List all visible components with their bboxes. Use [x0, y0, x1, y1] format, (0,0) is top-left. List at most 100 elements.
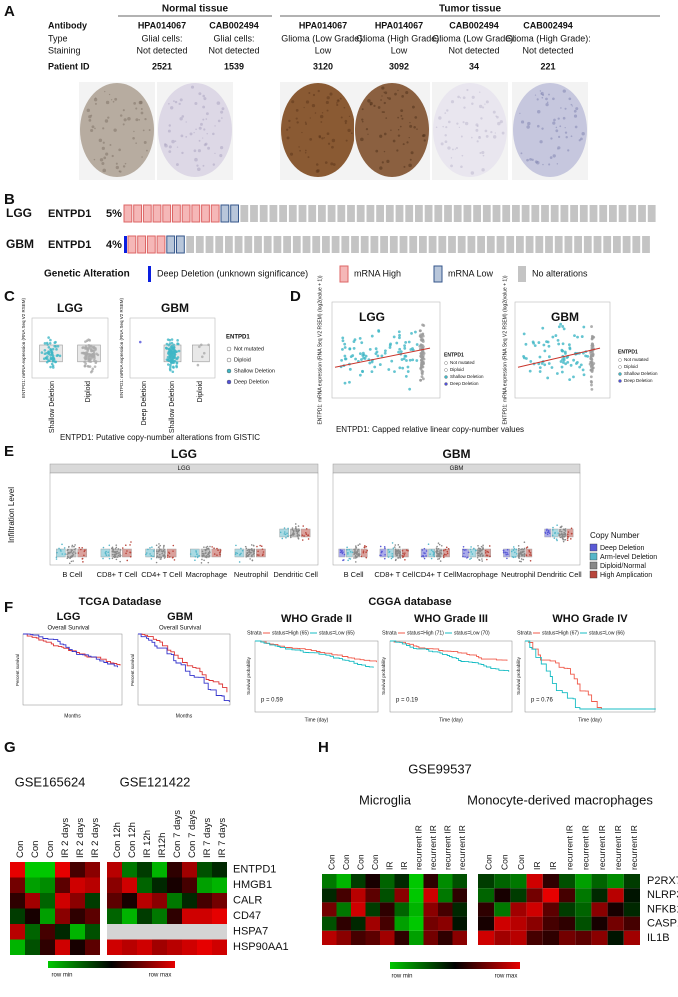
legend-marker: [618, 372, 622, 376]
tissue-speckle: [319, 114, 324, 119]
tissue-speckle: [360, 137, 364, 142]
dot: [160, 556, 163, 559]
tissue-speckle: [564, 107, 567, 110]
dot: [520, 560, 522, 563]
dot: [244, 545, 247, 548]
dot: [262, 551, 265, 553]
legend-item: Not mutated: [450, 360, 475, 365]
alteration-bar: [302, 236, 311, 253]
tissue-speckle: [168, 150, 172, 154]
tissue-speckle: [324, 161, 328, 164]
dot: [341, 552, 344, 555]
column-label: recurrent IR: [564, 825, 574, 870]
heatmap-cell: [478, 888, 495, 903]
column-label: IR: [548, 862, 558, 871]
tissue-speckle: [567, 149, 570, 152]
dot: [529, 360, 533, 363]
box: [279, 528, 289, 538]
heatmap-cell: [526, 930, 543, 945]
dot: [547, 362, 551, 365]
dot: [259, 544, 261, 547]
legend-marker: [226, 357, 232, 363]
dot: [301, 539, 304, 541]
column-label: Con 12h: [127, 822, 138, 858]
dot: [429, 553, 431, 555]
tissue-speckle: [573, 109, 577, 113]
dot: [47, 345, 51, 349]
dot: [553, 537, 556, 539]
dot: [551, 335, 555, 339]
tissue-speckle: [527, 121, 531, 126]
alteration-bar: [642, 236, 650, 253]
dot: [284, 533, 287, 536]
x-tick-label: CD8+ T Cell: [97, 570, 138, 579]
alteration-bar: [380, 236, 388, 253]
heatmap-cell: [167, 924, 182, 940]
dot: [411, 358, 415, 362]
x-tick-label: Macrophage: [456, 570, 498, 579]
column-label: Con 7 days: [172, 810, 183, 858]
tissue-speckle: [331, 145, 334, 149]
dot: [566, 537, 569, 539]
column-label: Con: [516, 854, 526, 870]
column-label: Con: [500, 854, 510, 870]
tissue-speckle: [340, 116, 343, 119]
dot: [251, 555, 253, 558]
heatmap-cell: [122, 924, 137, 940]
heatmap-cell: [10, 862, 25, 878]
plot-subtitle: Overall Survival: [159, 626, 201, 632]
dataset-title: GSE99537: [408, 761, 472, 776]
legend-item: Diploid/Normal: [600, 563, 646, 570]
dot: [166, 358, 170, 362]
dot: [479, 555, 481, 557]
dot: [167, 343, 171, 347]
legend-marker: [444, 375, 448, 379]
dot: [71, 555, 74, 557]
alteration-bar: [166, 235, 176, 254]
dot: [155, 561, 158, 564]
tissue-speckle: [370, 102, 372, 104]
alteration-bar: [603, 236, 612, 253]
tissue-speckle: [379, 134, 383, 138]
heatmap-cell: [542, 916, 559, 931]
legend-swatch: [589, 552, 598, 561]
row-label: CASP1: [647, 918, 678, 930]
dot: [199, 343, 203, 347]
dot: [173, 559, 176, 561]
heatmap-cell: [591, 916, 608, 931]
heatmap-cell: [452, 888, 467, 903]
tissue-speckle: [307, 156, 310, 159]
tissue-speckle: [400, 109, 404, 113]
dot: [520, 558, 523, 560]
dot: [295, 529, 298, 531]
dot: [155, 544, 158, 547]
alteration-bar: [156, 235, 166, 254]
heatmap-cell: [542, 902, 559, 917]
dot: [360, 555, 363, 558]
legend-item: Diploid: [624, 364, 638, 369]
dot: [293, 533, 296, 535]
heatmap-cell: [40, 939, 55, 955]
tissue-speckle: [93, 158, 96, 161]
tissue-speckle: [458, 126, 461, 129]
dot: [72, 560, 74, 562]
dot: [557, 342, 561, 346]
dot: [74, 547, 77, 550]
dot: [546, 528, 548, 531]
tissue-speckle: [198, 139, 201, 142]
tissue-speckle: [361, 118, 364, 121]
dot: [361, 351, 365, 355]
tissue-speckle: [124, 162, 127, 165]
legend-title: ENTPD1: [444, 352, 464, 358]
dot: [129, 551, 132, 554]
dot: [176, 339, 179, 342]
dot: [297, 530, 300, 532]
tissue-speckle: [578, 139, 581, 142]
tissue-speckle: [460, 165, 463, 168]
dot: [559, 528, 561, 531]
tissue-speckle: [107, 116, 110, 119]
heatmap-cell: [322, 888, 337, 903]
dot: [362, 356, 366, 360]
dot: [296, 532, 299, 535]
dot: [248, 551, 251, 553]
